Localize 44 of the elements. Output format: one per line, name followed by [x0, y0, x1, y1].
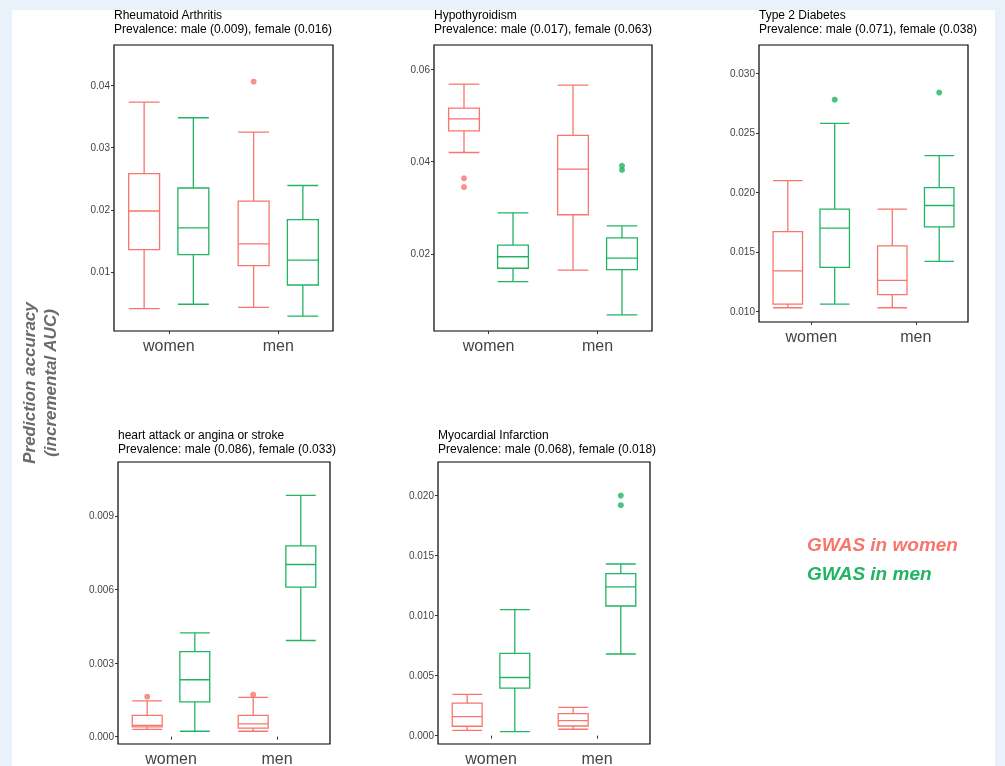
chart-title: Myocardial Infarction	[438, 428, 549, 442]
chart-title: Type 2 Diabetes	[759, 8, 846, 22]
text: GWAS in women	[807, 534, 958, 555]
x-tick-label: men	[581, 749, 613, 766]
y-tick-label: 0.010	[729, 305, 756, 317]
y-tick-label: 0.015	[729, 246, 756, 258]
chart-title: Rheumatoid Arthritis	[114, 8, 223, 22]
x-tick-label: men	[262, 336, 294, 354]
y-tick-label: 0.020	[408, 490, 435, 502]
x-tick-label: men	[261, 749, 293, 766]
x-tick-label: women	[784, 327, 838, 345]
y-axis-title: Prediction accuracy (incremental AUC)	[19, 300, 61, 466]
x-tick-label: women	[141, 336, 195, 354]
y-tick-label: 0.04	[90, 79, 111, 91]
y-tick-label: 0.025	[729, 127, 756, 139]
y-tick-label: 0.020	[729, 186, 756, 198]
y-tick-label: 0.006	[88, 584, 115, 596]
x-tick-label: women	[464, 749, 517, 766]
y-tick-label: 0.000	[88, 731, 115, 743]
chart-subtitle: Prevalence: male (0.071), female (0.038)	[759, 22, 978, 36]
y-tick-label: 0.04	[410, 156, 431, 168]
x-tick-label: men	[900, 327, 932, 345]
y-tick-label: 0.030	[729, 68, 756, 80]
y-tick-label: 0.01	[90, 266, 111, 278]
y-tick-label: 0.02	[90, 204, 111, 216]
chart-subtitle: Prevalence: male (0.068), female (0.018)	[438, 442, 657, 456]
x-tick-label: women	[461, 336, 515, 354]
x-tick-label: men	[581, 336, 614, 354]
chart-subtitle: Prevalence: male (0.009), female (0.016)	[114, 22, 333, 36]
x-tick-label: women	[144, 749, 197, 766]
y-tick-label: 0.015	[408, 550, 435, 562]
chart-subtitle: Prevalence: male (0.017), female (0.063)	[434, 22, 653, 36]
y-tick-label: 0.06	[410, 63, 431, 75]
chart-title: heart attack or angina or stroke	[118, 428, 285, 442]
chart-subtitle: Prevalence: male (0.086), female (0.033)	[118, 442, 337, 456]
chart-title: Hypothyroidism	[434, 8, 517, 22]
y-tick-label: 0.03	[90, 142, 111, 154]
y-tick-label: 0.010	[408, 610, 435, 622]
y-tick-label: 0.003	[88, 657, 115, 669]
y-tick-label: 0.02	[410, 248, 431, 260]
text: GWAS in men	[807, 563, 932, 584]
y-tick-label: 0.005	[408, 670, 435, 682]
y-tick-label: 0.009	[88, 510, 115, 522]
y-tick-label: 0.000	[408, 730, 435, 742]
